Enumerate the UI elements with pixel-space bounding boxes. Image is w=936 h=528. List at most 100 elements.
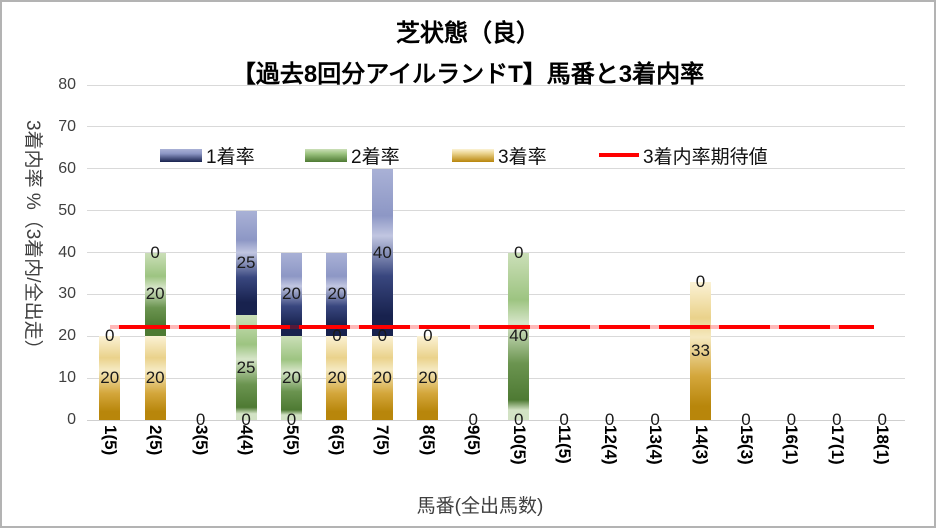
bar-segment-gold	[326, 336, 348, 420]
bar-data-label: 0	[604, 410, 615, 429]
legend-item-line: 3着内率期待値	[599, 144, 768, 168]
bar-segment-green	[144, 252, 166, 337]
bar-data-label: 20	[327, 284, 347, 304]
bar-data-label: 20	[100, 368, 120, 388]
y-axis-tick-label: 80	[58, 76, 76, 93]
x-axis-tick-label: 13(4)	[646, 425, 666, 465]
bar-data-label: 20	[418, 368, 438, 388]
x-axis-tick-label: 8(5)	[418, 425, 438, 456]
bar-data-label: 40	[372, 242, 392, 262]
expected-value-line	[109, 325, 875, 330]
bar-data-label: 0	[877, 410, 887, 429]
gridline	[87, 84, 905, 86]
bar-data-label: 20	[145, 368, 165, 388]
x-axis-tick-label: 11(5)	[555, 425, 575, 464]
y-axis-tick-label: 60	[58, 159, 76, 177]
y-axis-tick-label: 10	[58, 369, 76, 387]
bar-segment-blue	[281, 252, 302, 337]
x-axis-tick-label: 4(4)	[237, 425, 257, 456]
x-axis-tick-label: 10(5)	[509, 425, 529, 465]
bar-data-label: 20	[282, 284, 301, 304]
x-axis-tick-label: 15(3)	[736, 425, 756, 465]
x-axis-tick-label: 14(3)	[691, 425, 711, 465]
bar-data-label: 0	[332, 326, 342, 346]
gridline	[87, 377, 905, 379]
bar-segment-gold	[417, 336, 439, 420]
bar-data-label: 0	[195, 410, 206, 429]
legend-item-label: 3着内率期待値	[643, 146, 768, 168]
y-axis-title: 3着内率 %（3着内/全出走）	[22, 120, 43, 359]
gridline	[87, 335, 905, 337]
legend-item-label: 3着率	[498, 146, 547, 168]
legend-item-label: 2着率	[351, 146, 400, 168]
chart-title-line-2: 【過去8回分アイルランドT】馬番と3着内率	[231, 61, 705, 88]
bar-data-label: 0	[832, 410, 842, 429]
x-axis-tick-label: 7(5)	[373, 425, 393, 456]
x-axis-tick-label: 16(1)	[782, 425, 802, 465]
bar-data-label: 20	[327, 368, 347, 388]
x-axis-tick-label: 9(5)	[464, 425, 484, 456]
legend-swatch-green-icon	[305, 148, 347, 162]
y-axis-tick-label: 70	[58, 117, 76, 135]
y-axis-tick-label: 0	[67, 411, 76, 428]
bar-data-label: 20	[372, 368, 392, 388]
legend-item-label: 1着率	[206, 146, 255, 168]
legend-swatch-gold-icon	[452, 148, 494, 162]
x-axis-tick-label: 5(5)	[282, 425, 302, 456]
bar-data-label: 0	[559, 410, 569, 429]
bar-data-label: 0	[650, 410, 660, 429]
y-axis-tick-label: 50	[58, 201, 76, 219]
bar-data-label: 0	[150, 242, 160, 262]
bar-segment-blue	[371, 168, 393, 337]
bar-segment-gold	[99, 336, 121, 420]
bar-data-label: 0	[513, 410, 524, 429]
bar-segment-gold	[371, 336, 393, 420]
bar-segment-blue	[235, 210, 257, 316]
legend-item-blue: 1着率	[160, 144, 255, 168]
bar-data-label: 0	[695, 271, 706, 291]
bar-data-label: 20	[282, 368, 301, 388]
y-axis-tick-label: 20	[58, 327, 76, 345]
bar-data-label: 0	[468, 410, 478, 429]
bar-segment-green	[508, 252, 530, 420]
x-axis-tick-label: 3(5)	[191, 425, 211, 456]
x-axis-tick-label: 12(4)	[600, 425, 620, 465]
bar-data-label: 0	[241, 410, 251, 429]
x-axis-tick-label: 17(1)	[827, 425, 847, 465]
gridline	[87, 126, 905, 128]
y-axis-tick-label: 30	[58, 285, 76, 303]
x-axis-tick-label: 2(5)	[146, 425, 166, 456]
bar-data-label: 33	[691, 340, 710, 360]
bar-data-label: 0	[423, 326, 433, 346]
bar-data-label: 0	[286, 410, 297, 429]
bar-segment-green	[281, 336, 302, 420]
bar-data-label: 0	[741, 410, 751, 429]
x-axis-tick-label: 1(5)	[100, 425, 120, 456]
chart-title-line-1: 芝状態（良）	[396, 20, 540, 47]
plot-area: 20 0 20 20 0 0 0 25 25 0 20 20 20 0 20 20 0 40 20 0 0 0 40 0 0 0 0…	[87, 84, 905, 429]
bar-segment-gold	[690, 281, 711, 420]
gridline	[87, 419, 905, 421]
bar-data-label: 25	[236, 252, 256, 272]
bar-data-label: 20	[145, 284, 165, 304]
x-axis-tick-label: 6(5)	[327, 425, 347, 456]
legend-item-green: 2着率	[305, 144, 400, 168]
x-axis-title: 馬番(全出馬数)	[416, 496, 544, 517]
bar-segment-green	[235, 315, 257, 420]
gridline	[87, 293, 905, 295]
gridline	[87, 210, 905, 212]
bar-data-label: 0	[104, 326, 115, 346]
bar-data-label: 0	[377, 326, 388, 346]
bar-data-label: 40	[509, 326, 529, 346]
bar-data-label: 0	[513, 242, 524, 262]
gridline	[87, 252, 905, 253]
x-axis-tick-label: 18(1)	[873, 425, 893, 465]
gridline	[87, 168, 905, 170]
bar-segment-blue	[326, 252, 348, 337]
y-axis-tick-label: 40	[58, 243, 76, 261]
legend-swatch-blue-icon	[160, 148, 202, 162]
bar-data-label: 25	[236, 357, 256, 377]
bar-segment-gold	[144, 336, 166, 420]
legend-item-gold: 3着率	[452, 144, 547, 168]
